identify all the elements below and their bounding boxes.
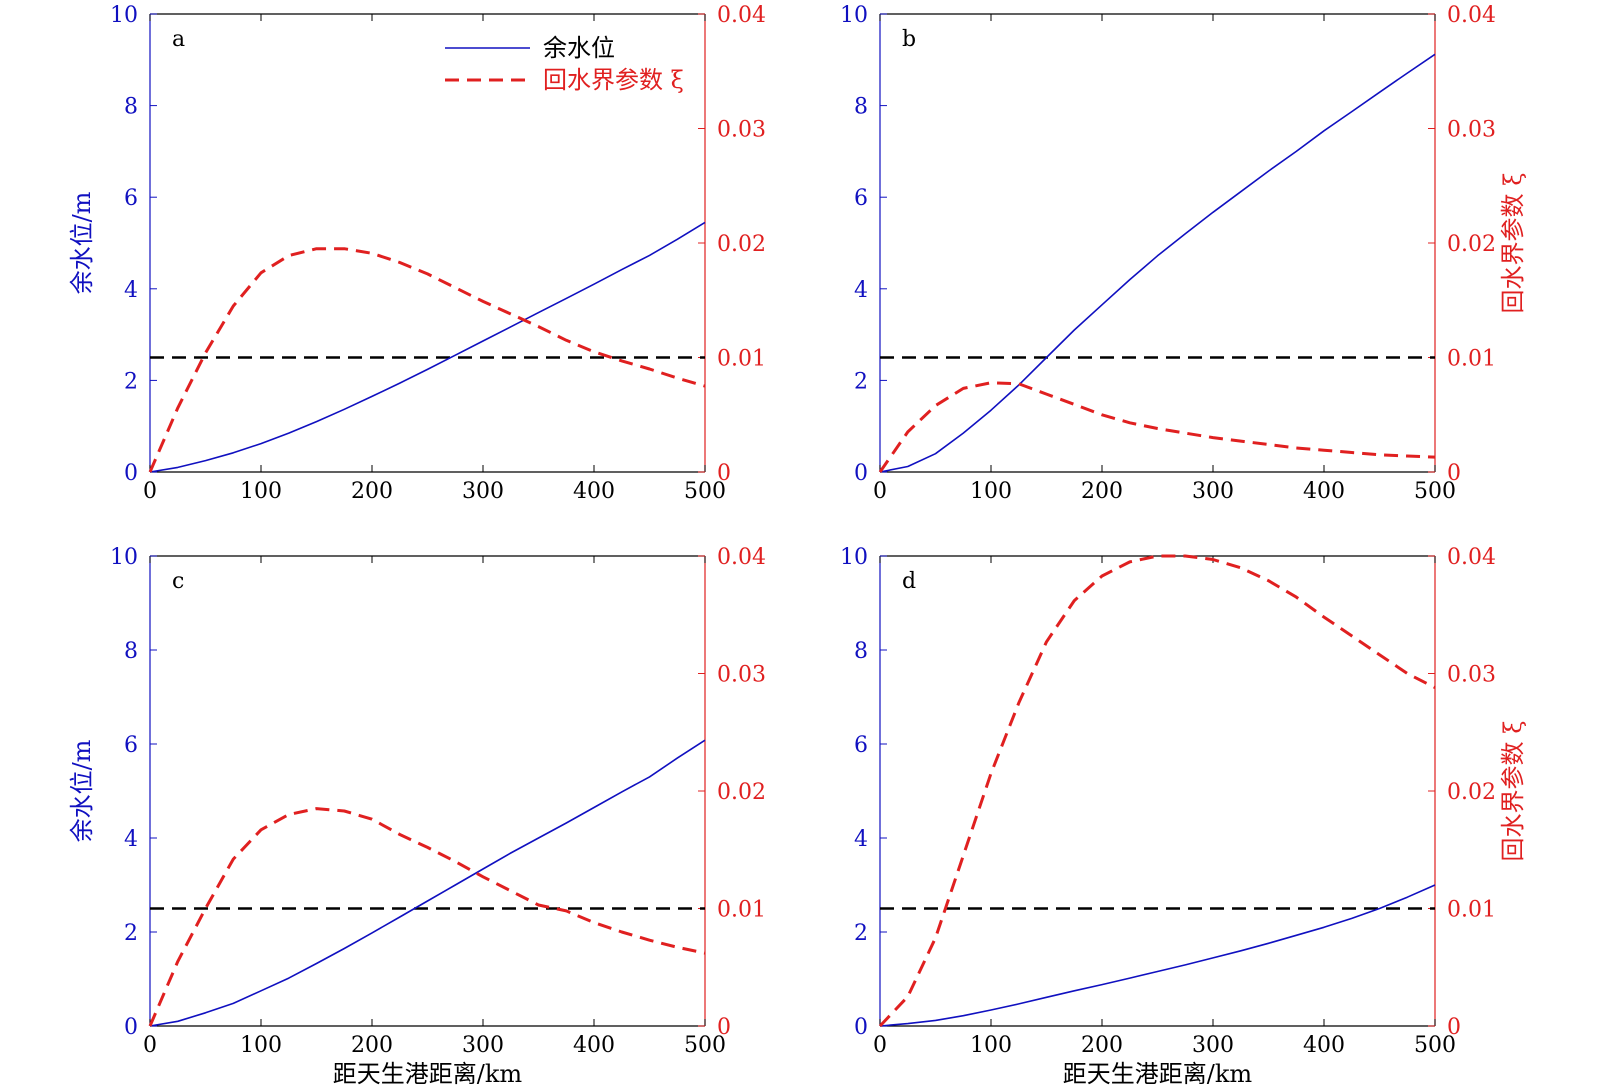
- backwater-parameter-line: [148, 807, 706, 1027]
- y-left-tick-label: 2: [854, 921, 868, 946]
- y-right-tick-label: 0.01: [717, 347, 766, 372]
- x-tick-label: 200: [351, 479, 393, 504]
- x-tick-label: 0: [873, 1033, 887, 1058]
- y-left-axis-label: 余水位/m: [68, 739, 96, 842]
- x-axis-label: 距天生港距离/km: [333, 1060, 523, 1088]
- y-right-axis-label: 回水界参数 ξ: [1499, 721, 1527, 862]
- x-tick-label: 400: [573, 1033, 615, 1058]
- panel-label: b: [902, 27, 916, 52]
- y-right-tick-label: 0.03: [717, 118, 766, 143]
- x-axis-label: 距天生港距离/km: [1063, 1060, 1253, 1088]
- panel-label: a: [172, 27, 185, 52]
- y-right-tick-label: 0.03: [1447, 118, 1496, 143]
- x-tick-label: 300: [1192, 1033, 1234, 1058]
- x-tick-label: 100: [970, 1033, 1012, 1058]
- y-right-tick-label: 0: [717, 1015, 731, 1040]
- x-tick-label: 0: [873, 479, 887, 504]
- y-right-tick-label: 0.04: [1447, 545, 1496, 570]
- y-right-tick-label: 0.01: [1447, 347, 1496, 372]
- y-left-tick-label: 4: [854, 827, 868, 852]
- x-tick-label: 200: [1081, 479, 1123, 504]
- x-tick-label: 100: [240, 479, 282, 504]
- y-left-tick-label: 2: [854, 369, 868, 394]
- panel-a: 0 100 200 300 400 500024681000.010.020.030.04…: [68, 3, 766, 504]
- y-left-tick-label: 10: [840, 3, 868, 28]
- x-tick-label: 0: [143, 1033, 157, 1058]
- y-left-tick-label: 10: [110, 545, 138, 570]
- x-tick-label: 500: [1414, 479, 1456, 504]
- y-right-tick-label: 0: [1447, 461, 1461, 486]
- panel-c: 0 100 200 300 400 500024681000.010.020.030.04…: [68, 545, 766, 1088]
- y-right-tick-label: 0: [1447, 1015, 1461, 1040]
- y-left-tick-label: 8: [854, 639, 868, 664]
- y-left-tick-label: 8: [854, 95, 868, 120]
- y-left-tick-label: 4: [854, 278, 868, 303]
- legend-residual-label: 余水位: [543, 34, 615, 62]
- x-tick-label: 200: [1081, 1033, 1123, 1058]
- y-right-tick-label: 0: [717, 461, 731, 486]
- backwater-parameter-line: [148, 247, 706, 473]
- y-right-tick-label: 0.02: [717, 232, 766, 257]
- x-tick-label: 200: [351, 1033, 393, 1058]
- y-left-tick-label: 6: [854, 186, 868, 211]
- y-left-tick-label: 4: [124, 278, 138, 303]
- x-tick-label: 400: [1303, 479, 1345, 504]
- y-left-tick-label: 0: [124, 461, 138, 486]
- residual-water-level-line: [879, 884, 1436, 1027]
- y-left-tick-label: 6: [854, 733, 868, 758]
- y-right-axis-label: 回水界参数 ξ: [1499, 173, 1527, 314]
- panel-label: d: [902, 569, 916, 594]
- y-left-tick-label: 4: [124, 827, 138, 852]
- y-left-tick-label: 6: [124, 733, 138, 758]
- y-right-tick-label: 0.01: [717, 898, 766, 923]
- x-tick-label: 500: [684, 479, 726, 504]
- x-tick-label: 300: [462, 1033, 504, 1058]
- y-left-tick-label: 0: [854, 461, 868, 486]
- residual-water-level-line: [149, 221, 706, 473]
- x-tick-label: 500: [1414, 1033, 1456, 1058]
- residual-water-level-line: [149, 739, 706, 1027]
- y-left-tick-label: 2: [124, 921, 138, 946]
- panel-b: 0 100 200 300 400 500024681000.010.020.030.04…: [840, 3, 1527, 504]
- y-left-tick-label: 10: [840, 545, 868, 570]
- panel-d: 0 100 200 300 400 500024681000.010.020.030.04…: [840, 545, 1527, 1088]
- x-tick-label: 300: [1192, 479, 1234, 504]
- x-tick-label: 400: [1303, 1033, 1345, 1058]
- y-right-tick-label: 0.04: [717, 3, 766, 28]
- y-right-tick-label: 0.02: [717, 780, 766, 805]
- y-left-tick-label: 6: [124, 186, 138, 211]
- x-tick-label: 300: [462, 479, 504, 504]
- y-left-axis-label: 余水位/m: [68, 191, 96, 294]
- x-tick-label: 100: [970, 479, 1012, 504]
- y-right-tick-label: 0.01: [1447, 898, 1496, 923]
- y-right-tick-label: 0.04: [717, 545, 766, 570]
- x-tick-label: 0: [143, 479, 157, 504]
- legend-backwater-label: 回水界参数 ξ: [543, 66, 684, 94]
- y-right-tick-label: 0.02: [1447, 780, 1496, 805]
- x-tick-label: 500: [684, 1033, 726, 1058]
- backwater-parameter-line: [878, 381, 1436, 473]
- y-left-tick-label: 2: [124, 369, 138, 394]
- y-right-tick-label: 0.02: [1447, 232, 1496, 257]
- y-left-tick-label: 8: [124, 639, 138, 664]
- y-right-tick-label: 0.03: [1447, 663, 1496, 688]
- backwater-parameter-line: [878, 554, 1436, 1028]
- y-left-tick-label: 10: [110, 3, 138, 28]
- y-right-tick-label: 0.04: [1447, 3, 1496, 28]
- y-left-tick-label: 0: [124, 1015, 138, 1040]
- x-tick-label: 100: [240, 1033, 282, 1058]
- y-right-tick-label: 0.03: [717, 663, 766, 688]
- x-tick-label: 400: [573, 479, 615, 504]
- y-left-tick-label: 8: [124, 95, 138, 120]
- y-left-tick-label: 0: [854, 1015, 868, 1040]
- panel-label: c: [172, 569, 184, 594]
- residual-water-level-line: [879, 53, 1436, 473]
